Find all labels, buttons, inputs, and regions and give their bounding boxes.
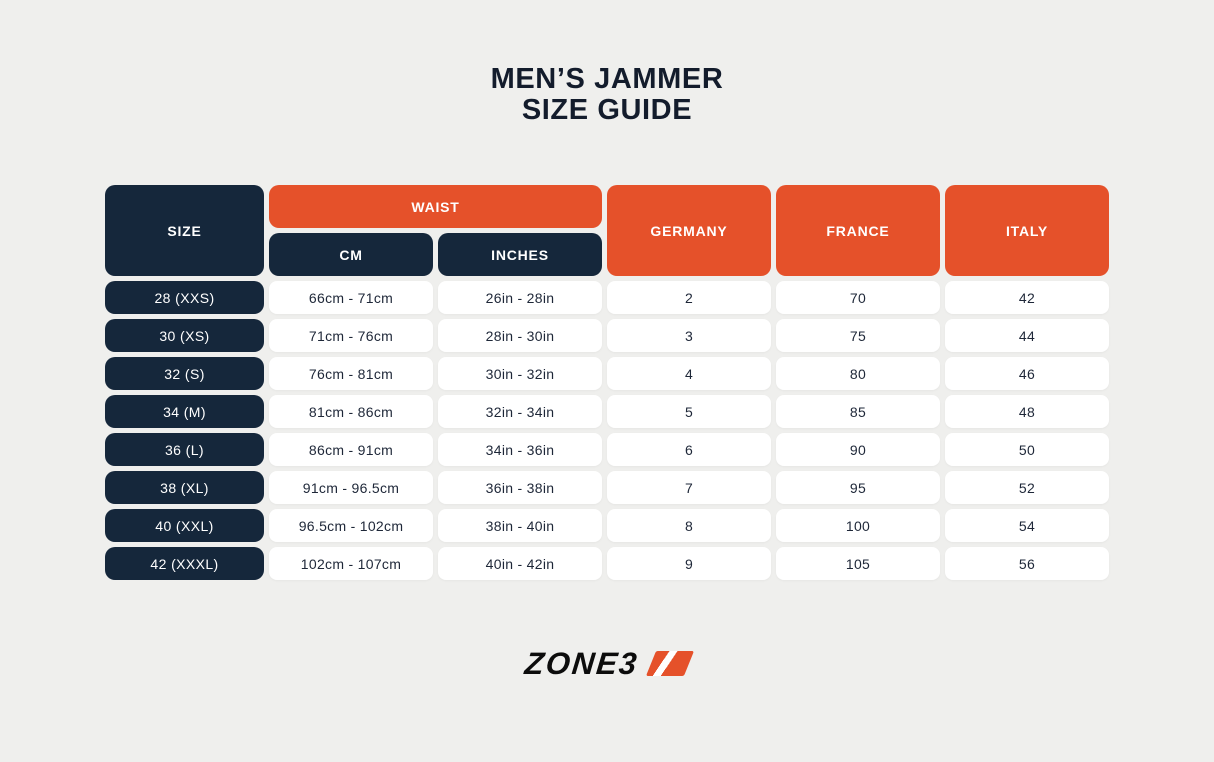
cell-germany: 9: [607, 547, 771, 580]
size-pill: 34 (M): [105, 395, 264, 428]
size-table: SIZE WAIST CM INCHES GERMANY FRANCE ITAL…: [105, 185, 1109, 580]
cell-waist-inches: 34in - 36in: [438, 433, 602, 466]
header-germany: GERMANY: [607, 185, 771, 276]
size-pill: 30 (XS): [105, 319, 264, 352]
cell-germany: 6: [607, 433, 771, 466]
cell-italy: 48: [945, 395, 1109, 428]
cell-france: 75: [776, 319, 940, 352]
size-pill: 28 (XXS): [105, 281, 264, 314]
header-cm: CM: [269, 233, 433, 276]
cell-italy: 54: [945, 509, 1109, 542]
cell-france: 100: [776, 509, 940, 542]
header-italy: ITALY: [945, 185, 1109, 276]
cell-waist-inches: 40in - 42in: [438, 547, 602, 580]
size-pill: 40 (XXL): [105, 509, 264, 542]
cell-waist-inches: 36in - 38in: [438, 471, 602, 504]
cell-france: 80: [776, 357, 940, 390]
cell-france: 90: [776, 433, 940, 466]
cell-italy: 44: [945, 319, 1109, 352]
cell-france: 70: [776, 281, 940, 314]
cell-waist-inches: 38in - 40in: [438, 509, 602, 542]
cell-italy: 42: [945, 281, 1109, 314]
page-title-line1: MEN’S JAMMER: [490, 63, 724, 95]
cell-waist-cm: 71cm - 76cm: [269, 319, 433, 352]
cell-waist-cm: 66cm - 71cm: [269, 281, 433, 314]
size-pill: 32 (S): [105, 357, 264, 390]
size-pill: 36 (L): [105, 433, 264, 466]
cell-waist-cm: 76cm - 81cm: [269, 357, 433, 390]
cell-germany: 8: [607, 509, 771, 542]
cell-waist-inches: 26in - 28in: [438, 281, 602, 314]
cell-germany: 7: [607, 471, 771, 504]
cell-france: 105: [776, 547, 940, 580]
cell-italy: 52: [945, 471, 1109, 504]
cell-france: 85: [776, 395, 940, 428]
header-inches: INCHES: [438, 233, 602, 276]
brand-logo: ZONE3: [0, 646, 1214, 681]
cell-waist-inches: 32in - 34in: [438, 395, 602, 428]
cell-germany: 3: [607, 319, 771, 352]
cell-germany: 5: [607, 395, 771, 428]
brand-wordmark: ZONE3: [522, 646, 641, 681]
cell-waist-cm: 81cm - 86cm: [269, 395, 433, 428]
cell-italy: 46: [945, 357, 1109, 390]
header-size: SIZE: [105, 185, 264, 276]
page-title-line2: SIZE GUIDE: [521, 94, 693, 126]
cell-italy: 50: [945, 433, 1109, 466]
cell-waist-cm: 91cm - 96.5cm: [269, 471, 433, 504]
header-france: FRANCE: [776, 185, 940, 276]
header-waist: WAIST: [269, 185, 602, 228]
cell-italy: 56: [945, 547, 1109, 580]
size-pill: 42 (XXXL): [105, 547, 264, 580]
cell-waist-cm: 102cm - 107cm: [269, 547, 433, 580]
cell-waist-inches: 28in - 30in: [438, 319, 602, 352]
cell-waist-cm: 86cm - 91cm: [269, 433, 433, 466]
cell-waist-cm: 96.5cm - 102cm: [269, 509, 433, 542]
zone3-slash-icon: [646, 651, 695, 676]
cell-germany: 2: [607, 281, 771, 314]
cell-france: 95: [776, 471, 940, 504]
cell-germany: 4: [607, 357, 771, 390]
cell-waist-inches: 30in - 32in: [438, 357, 602, 390]
size-pill: 38 (XL): [105, 471, 264, 504]
page-title: MEN’S JAMMER SIZE GUIDE: [0, 64, 1214, 126]
